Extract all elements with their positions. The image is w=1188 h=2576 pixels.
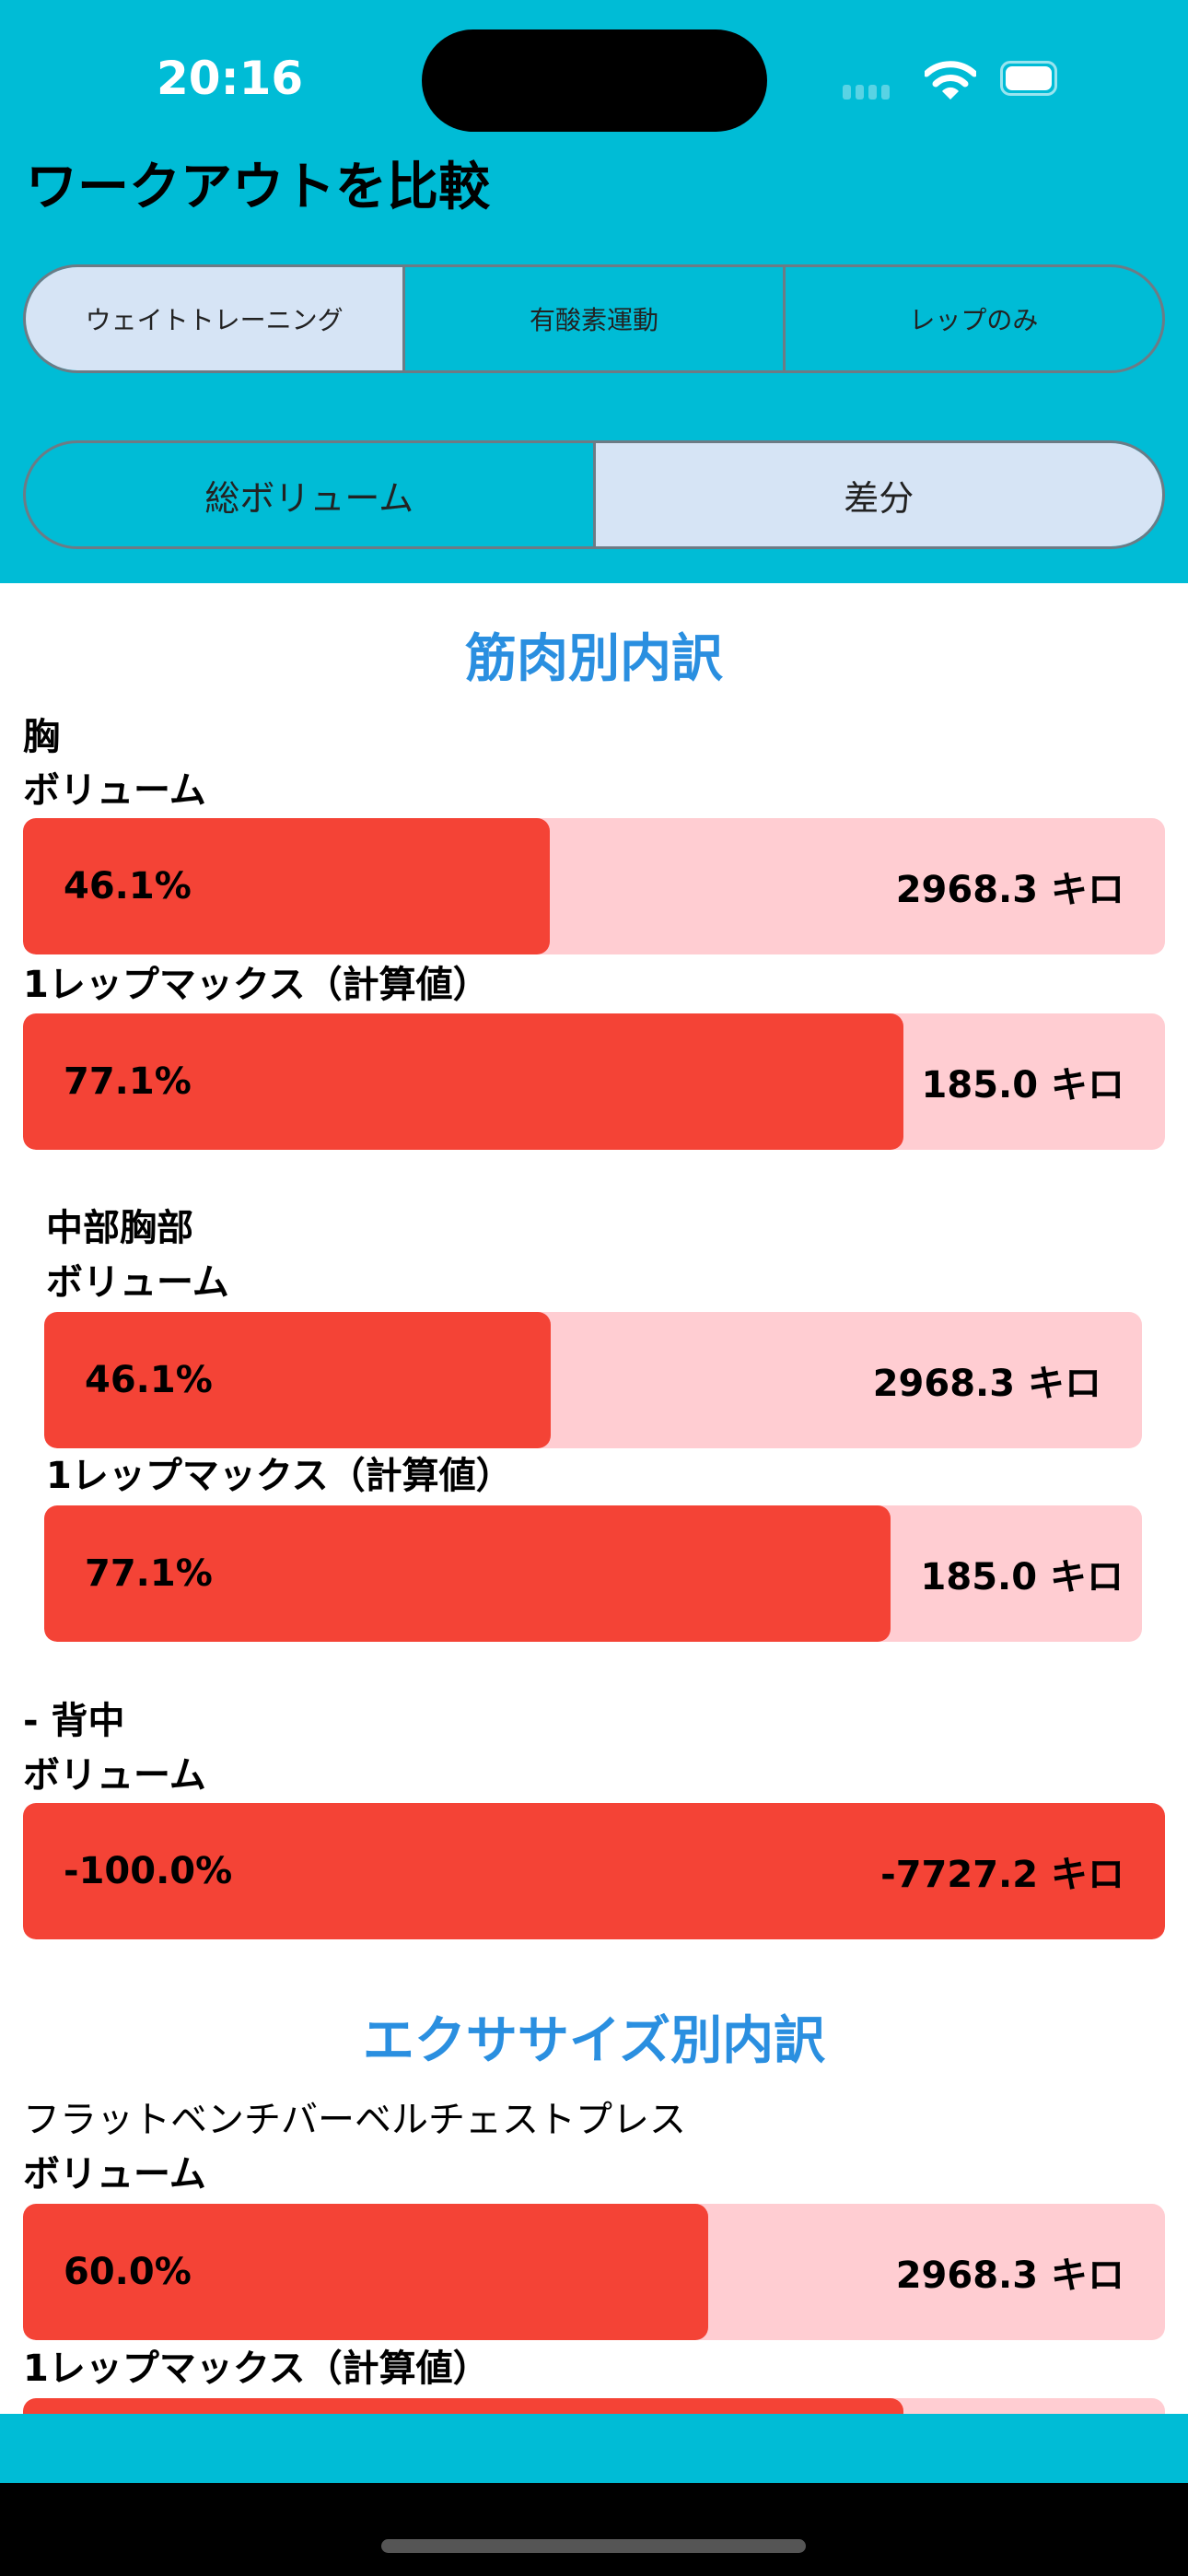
volume-value: -7727.2 キロ — [880, 1854, 1124, 1896]
tab-total-volume[interactable]: 総ボリューム — [204, 477, 414, 519]
volume-label: ボリューム — [23, 2153, 206, 2195]
muscle-name: 胸 — [23, 716, 60, 758]
status-time: 20:16 — [157, 52, 304, 105]
volume-percent: 46.1% — [64, 865, 192, 907]
volume-bar-fill — [23, 2204, 708, 2340]
one-rep-max-percent: 77.1% — [64, 1060, 192, 1103]
volume-bar-fill — [23, 1803, 1165, 1939]
section-title-muscle: 筋肉別内訳 — [465, 629, 723, 689]
one-rep-max-bar-fill — [44, 1505, 891, 1642]
volume-value: 2968.3 キロ — [895, 869, 1124, 911]
section-title-exercise: エクササイズ別内訳 — [362, 2011, 826, 2071]
volume-bar-fill — [23, 818, 550, 954]
workout-type-segmented-control: ウェイトトレーニング 有酸素運動 レップのみ — [23, 264, 1165, 373]
dynamic-island — [422, 29, 767, 132]
one-rep-max-label: 1レップマックス（計算値） — [46, 1455, 513, 1497]
home-indicator[interactable] — [381, 2539, 806, 2553]
one-rep-max-bar: 77.1% 185.0 キロ — [44, 1505, 1142, 1642]
volume-bar: 60.0% 2968.3 キロ — [23, 2204, 1165, 2340]
one-rep-max-bar-fill — [23, 1013, 904, 1150]
volume-label: ボリューム — [46, 1261, 229, 1304]
home-indicator-area — [0, 2483, 1188, 2576]
wifi-icon — [925, 61, 976, 100]
muscle-name: 中部胸部 — [46, 1207, 193, 1249]
volume-value: 2968.3 キロ — [895, 2254, 1124, 2297]
volume-label: ボリューム — [23, 769, 206, 812]
tab-weight-training[interactable]: ウェイトトレーニング — [26, 267, 403, 370]
exercise-name: フラットベンチバーベルチェストプレス — [23, 2099, 686, 2141]
muscle-name: - 背中 — [23, 1700, 125, 1742]
volume-bar: -100.0% -7727.2 キロ — [23, 1803, 1165, 1939]
tab-cardio[interactable]: 有酸素運動 — [402, 267, 782, 370]
volume-bar-fill — [44, 1312, 551, 1448]
tab-difference[interactable]: 差分 — [592, 443, 1162, 546]
one-rep-max-value: 185.0 キロ — [920, 1556, 1124, 1598]
volume-percent: -100.0% — [64, 1850, 233, 1892]
one-rep-max-label: 1レップマックス（計算値） — [23, 964, 490, 1006]
volume-percent: 60.0% — [64, 2251, 192, 2293]
tab-reps-only[interactable]: レップのみ — [782, 267, 1162, 370]
one-rep-max-percent: 77.1% — [85, 1552, 213, 1595]
page-title: ワークアウトを比較 — [26, 158, 490, 217]
one-rep-max-bar: 77.1% 185.0 キロ — [23, 1013, 1165, 1150]
volume-percent: 46.1% — [85, 1359, 213, 1401]
cellular-signal-icon — [843, 85, 890, 100]
bottom-bar — [0, 2414, 1188, 2483]
volume-bar: 46.1% 2968.3 キロ — [23, 818, 1165, 954]
volume-value: 2968.3 キロ — [872, 1363, 1101, 1405]
battery-icon — [1000, 61, 1057, 96]
volume-label: ボリューム — [23, 1754, 206, 1797]
volume-bar: 46.1% 2968.3 キロ — [44, 1312, 1142, 1448]
compare-mode-segmented-control: 総ボリューム 差分 — [23, 440, 1165, 549]
one-rep-max-label: 1レップマックス（計算値） — [23, 2348, 490, 2390]
one-rep-max-value: 185.0 キロ — [921, 1064, 1124, 1107]
